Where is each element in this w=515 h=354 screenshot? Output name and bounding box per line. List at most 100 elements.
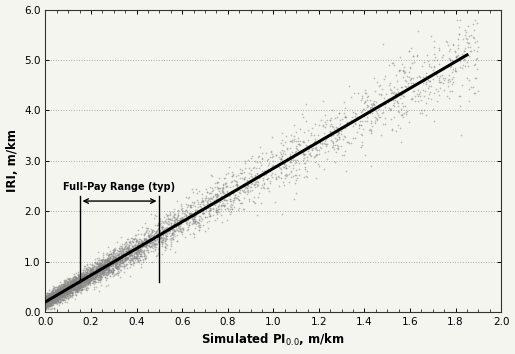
Point — [134, 247, 142, 253]
Point — [101, 252, 110, 257]
Point — [55, 291, 63, 296]
Point — [95, 257, 104, 262]
Point — [392, 90, 400, 96]
Point — [91, 256, 99, 262]
Point — [78, 286, 86, 292]
Point — [193, 207, 201, 213]
Point — [150, 212, 159, 218]
Point — [54, 293, 62, 299]
Point — [97, 273, 106, 279]
Point — [96, 274, 105, 280]
Point — [199, 222, 207, 228]
Point — [471, 17, 479, 22]
Point — [56, 297, 64, 302]
Point — [72, 282, 80, 288]
Point — [76, 289, 84, 295]
Point — [45, 297, 53, 302]
Point — [322, 141, 331, 147]
Point — [84, 276, 93, 282]
Point — [94, 249, 102, 255]
Point — [68, 282, 77, 288]
Point — [48, 293, 57, 298]
Point — [334, 125, 342, 131]
Point — [66, 281, 75, 287]
Point — [86, 280, 94, 286]
Point — [117, 257, 126, 262]
Point — [187, 221, 196, 227]
Point — [73, 285, 81, 291]
Point — [85, 277, 94, 283]
Point — [80, 281, 88, 287]
Point — [46, 302, 54, 308]
Point — [137, 238, 145, 244]
Point — [467, 84, 475, 90]
Point — [53, 286, 61, 291]
Point — [471, 39, 479, 45]
Point — [282, 133, 290, 138]
Point — [56, 289, 64, 294]
Point — [53, 294, 61, 300]
Point — [135, 249, 143, 255]
Point — [109, 255, 117, 261]
Point — [91, 272, 99, 277]
Point — [93, 263, 101, 269]
Point — [194, 219, 202, 225]
Point — [56, 286, 64, 292]
Point — [54, 287, 62, 292]
Point — [267, 148, 276, 154]
Point — [157, 239, 165, 245]
Point — [57, 286, 65, 291]
Point — [98, 250, 107, 256]
Point — [56, 295, 64, 301]
Point — [88, 274, 96, 279]
Point — [80, 273, 89, 279]
Point — [74, 278, 82, 283]
Point — [65, 284, 74, 290]
Point — [186, 203, 194, 209]
Point — [328, 132, 336, 137]
Point — [72, 277, 80, 282]
Point — [333, 128, 341, 134]
Point — [84, 273, 92, 279]
Point — [134, 249, 142, 254]
Point — [49, 305, 58, 311]
Point — [67, 284, 76, 289]
Point — [329, 132, 337, 138]
Point — [55, 292, 63, 298]
Point — [42, 301, 50, 307]
Point — [168, 224, 177, 229]
Point — [48, 296, 56, 302]
Point — [256, 159, 264, 165]
Point — [113, 260, 122, 266]
Point — [46, 294, 54, 300]
Point — [70, 274, 78, 279]
Point — [290, 122, 298, 127]
Point — [113, 267, 122, 272]
Point — [42, 296, 50, 301]
Point — [409, 53, 417, 58]
Point — [364, 103, 372, 109]
Point — [322, 143, 330, 149]
Point — [68, 284, 76, 290]
Point — [75, 278, 83, 283]
Point — [44, 299, 53, 305]
Point — [42, 302, 50, 307]
Point — [57, 291, 65, 296]
Point — [69, 274, 77, 280]
Point — [166, 233, 175, 238]
Point — [59, 290, 67, 296]
Point — [48, 299, 56, 305]
Point — [68, 277, 77, 283]
Point — [233, 182, 242, 188]
Point — [152, 213, 160, 218]
Point — [215, 185, 223, 191]
Point — [81, 279, 90, 284]
Point — [114, 263, 123, 269]
Point — [83, 274, 91, 280]
Point — [46, 298, 54, 303]
Point — [183, 221, 191, 227]
Point — [397, 106, 405, 112]
Point — [221, 180, 229, 186]
Point — [229, 171, 237, 177]
Point — [45, 300, 53, 306]
